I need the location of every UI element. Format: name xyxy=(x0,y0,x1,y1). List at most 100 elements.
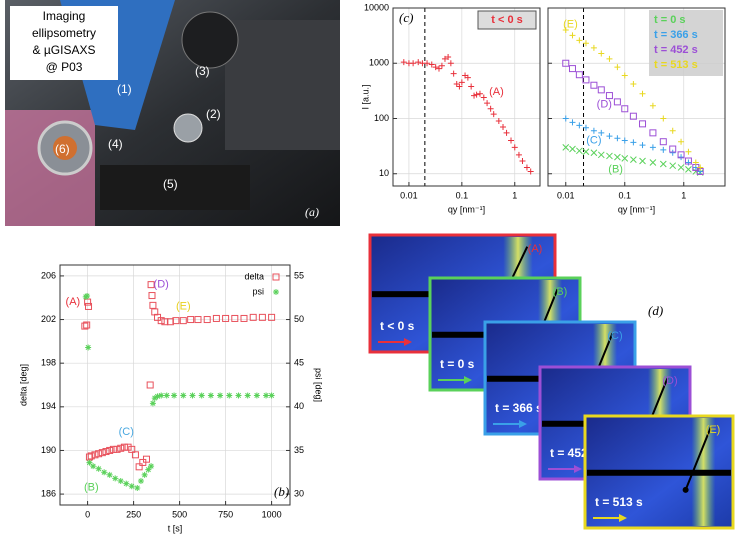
caption-line: @ P03 xyxy=(46,60,83,74)
photo-label: (4) xyxy=(108,137,123,151)
data-point xyxy=(669,127,676,134)
panel-label: (c) xyxy=(399,10,413,25)
data-point xyxy=(101,469,108,476)
data-point xyxy=(450,70,457,77)
data-point xyxy=(649,144,656,151)
data-point xyxy=(613,98,621,106)
data-point xyxy=(189,392,196,399)
frame-arrow-head xyxy=(404,338,412,346)
plot-frame xyxy=(59,264,291,506)
data-point xyxy=(606,133,613,140)
data-point xyxy=(692,159,699,166)
data-point xyxy=(660,115,667,122)
frame-tag: (B) xyxy=(553,286,568,298)
data-point xyxy=(187,316,195,324)
data-point xyxy=(410,60,417,67)
data-point xyxy=(621,105,629,113)
data-point xyxy=(428,61,435,68)
data-point xyxy=(476,90,483,97)
data-point xyxy=(630,139,637,146)
data-point xyxy=(684,157,692,165)
data-point xyxy=(120,443,128,451)
data-point xyxy=(606,152,613,160)
x-tick-label: 0.1 xyxy=(619,190,632,200)
annotation: (E) xyxy=(176,300,191,312)
photo-panel: Imaging ellipsometry & µGISAXS @ P03 (1)… xyxy=(5,0,340,226)
data-point xyxy=(639,120,647,128)
panel-label: (a) xyxy=(305,205,319,219)
data-point xyxy=(576,122,583,129)
data-point xyxy=(163,392,170,399)
frame-arrow-head xyxy=(619,514,627,522)
frame-tag: (A) xyxy=(528,243,543,255)
data-point xyxy=(226,392,233,399)
data-point xyxy=(503,129,510,136)
frame-arrow-head xyxy=(519,420,527,428)
data-point xyxy=(106,446,114,454)
photo-label: (6) xyxy=(55,142,70,156)
data-point xyxy=(95,465,102,472)
data-point xyxy=(614,153,621,161)
annotation: (D) xyxy=(597,98,612,110)
x-tick-label: 750 xyxy=(218,509,233,519)
legend-entry: t = 366 s xyxy=(654,29,698,41)
data-point xyxy=(678,138,685,145)
x-tick-label: 0 xyxy=(85,509,90,519)
data-point xyxy=(685,166,692,173)
data-point xyxy=(137,478,144,484)
data-point xyxy=(630,81,637,88)
data-point xyxy=(85,344,92,351)
data-point xyxy=(590,81,598,89)
x-axis-label: qy [nm⁻¹] xyxy=(448,204,485,214)
data-point xyxy=(194,316,202,324)
data-point xyxy=(527,168,534,175)
data-point xyxy=(659,138,667,146)
data-point xyxy=(582,40,589,47)
x-tick-label: 0.1 xyxy=(456,190,469,200)
data-point xyxy=(109,445,117,453)
y2-tick-label: 40 xyxy=(294,401,304,411)
chart: 0.01 0.1 1 10 100 1000 10000 qy [nm⁻¹] I [a.u.] (… xyxy=(360,2,541,214)
data-point xyxy=(117,478,124,484)
legend-entry: t = 452 s xyxy=(654,44,698,56)
data-point xyxy=(471,92,478,99)
plot-frame xyxy=(547,7,726,187)
data-point xyxy=(660,146,667,153)
data-point xyxy=(180,392,187,399)
y-tick-label: 10 xyxy=(379,168,389,178)
data-point xyxy=(171,392,178,399)
annotation: (A) xyxy=(489,86,504,98)
y2-tick-label: 50 xyxy=(294,314,304,324)
data-point xyxy=(480,94,487,101)
data-point xyxy=(147,281,155,289)
data-point xyxy=(231,314,239,322)
data-point xyxy=(669,149,676,156)
data-point xyxy=(473,91,480,98)
data-point xyxy=(157,317,165,325)
data-point xyxy=(400,59,407,66)
photo-lens xyxy=(173,113,203,143)
box-label: t < 0 s xyxy=(491,14,523,26)
data-point xyxy=(151,395,158,402)
x-tick-label: 1 xyxy=(512,190,517,200)
frame-arrow-head xyxy=(574,465,582,473)
data-point xyxy=(597,86,605,94)
data-point xyxy=(142,455,150,463)
data-point xyxy=(484,100,491,107)
data-point xyxy=(135,463,143,471)
frame-time: t = 513 s xyxy=(595,495,643,509)
data-point xyxy=(148,292,156,300)
data-point xyxy=(649,159,657,166)
data-point xyxy=(649,129,657,137)
data-point xyxy=(562,59,570,67)
plot-frame xyxy=(392,7,541,187)
frame-tag: (C) xyxy=(607,330,622,342)
x-tick-label: 500 xyxy=(172,509,187,519)
data-point xyxy=(128,483,135,490)
caption-box xyxy=(10,6,118,80)
data-point xyxy=(253,392,260,399)
data-point xyxy=(102,448,110,456)
photo-label: (3) xyxy=(195,64,210,78)
data-point xyxy=(124,443,132,451)
